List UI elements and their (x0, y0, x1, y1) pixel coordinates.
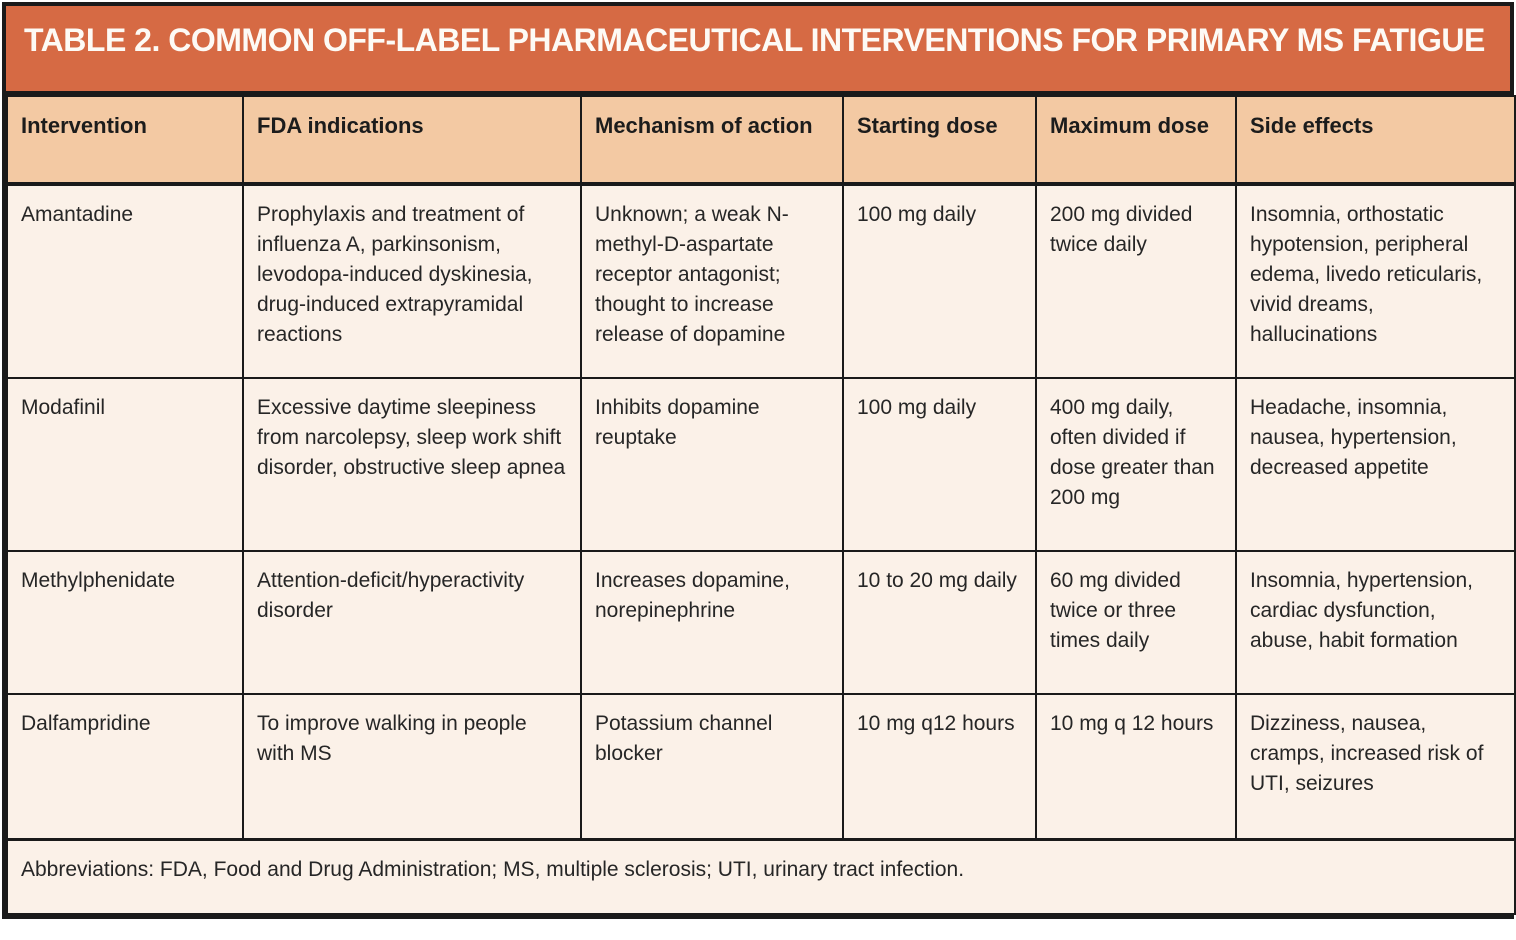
cell-modafinil-intervention: Modafinil (6, 377, 244, 552)
column-header-mechanism-of-action: Mechanism of action (580, 95, 844, 186)
cell-dalfampridine-mechanism: Potassium channel blocker (580, 693, 844, 841)
cell-methylphenidate-mechanism: Increases dopamine, norepinephrine (580, 550, 844, 695)
cell-amantadine-starting-dose: 100 mg daily (842, 183, 1037, 379)
cell-dalfampridine-fda-indications: To improve walking in people with MS (242, 693, 582, 841)
cell-amantadine-maximum-dose: 200 mg divided twice daily (1035, 183, 1237, 379)
header-row: Intervention FDA indications Mechanism o… (6, 95, 1516, 186)
cell-modafinil-side-effects: Headache, insomnia, nausea, hypertension… (1235, 377, 1516, 552)
cell-dalfampridine-maximum-dose: 10 mg q 12 hours (1035, 693, 1237, 841)
footnote-row: Abbreviations: FDA, Food and Drug Admini… (6, 838, 1516, 915)
cell-methylphenidate-maximum-dose: 60 mg divided twice or three times daily (1035, 550, 1237, 695)
cell-dalfampridine-intervention: Dalfampridine (6, 693, 244, 841)
cell-dalfampridine-side-effects: Dizziness, nausea, cramps, increased ris… (1235, 693, 1516, 841)
cell-modafinil-mechanism: Inhibits dopamine reuptake (580, 377, 844, 552)
cell-methylphenidate-fda-indications: Attention-deficit/hyperactivity disorder (242, 550, 582, 695)
cell-amantadine-fda-indications: Prophylaxis and treatment of influenza A… (242, 183, 582, 379)
table-row-amantadine: Amantadine Prophylaxis and treatment of … (6, 183, 1516, 379)
cell-amantadine-side-effects: Insomnia, orthostatic hypotension, perip… (1235, 183, 1516, 379)
table-2-panel: TABLE 2. COMMON OFF-LABEL PHARMACEUTICAL… (2, 2, 1516, 919)
abbreviations-footnote: Abbreviations: FDA, Food and Drug Admini… (6, 838, 1516, 915)
table-title: TABLE 2. COMMON OFF-LABEL PHARMACEUTICAL… (6, 6, 1510, 95)
table-header: Intervention FDA indications Mechanism o… (6, 95, 1516, 186)
cell-methylphenidate-starting-dose: 10 to 20 mg daily (842, 550, 1037, 695)
cell-modafinil-maximum-dose: 400 mg daily, often divided if dose grea… (1035, 377, 1237, 552)
column-header-fda-indications: FDA indications (242, 95, 582, 186)
cell-amantadine-intervention: Amantadine (6, 183, 244, 379)
column-header-starting-dose: Starting dose (842, 95, 1037, 186)
table-row-modafinil: Modafinil Excessive daytime sleepiness f… (6, 377, 1516, 552)
cell-modafinil-fda-indications: Excessive daytime sleepiness from narcol… (242, 377, 582, 552)
cell-amantadine-mechanism: Unknown; a weak N-methyl-D-aspartate rec… (580, 183, 844, 379)
cell-modafinil-starting-dose: 100 mg daily (842, 377, 1037, 552)
cell-methylphenidate-intervention: Methylphenidate (6, 550, 244, 695)
column-header-maximum-dose: Maximum dose (1035, 95, 1237, 186)
table-body: Amantadine Prophylaxis and treatment of … (6, 183, 1516, 915)
cell-methylphenidate-side-effects: Insomnia, hypertension, cardiac dysfunct… (1235, 550, 1516, 695)
cell-dalfampridine-starting-dose: 10 mg q12 hours (842, 693, 1037, 841)
column-header-side-effects: Side effects (1235, 95, 1516, 186)
interventions-table: Intervention FDA indications Mechanism o… (6, 95, 1516, 915)
column-header-intervention: Intervention (6, 95, 244, 186)
table-row-dalfampridine: Dalfampridine To improve walking in peop… (6, 693, 1516, 841)
table-row-methylphenidate: Methylphenidate Attention-deficit/hypera… (6, 550, 1516, 695)
